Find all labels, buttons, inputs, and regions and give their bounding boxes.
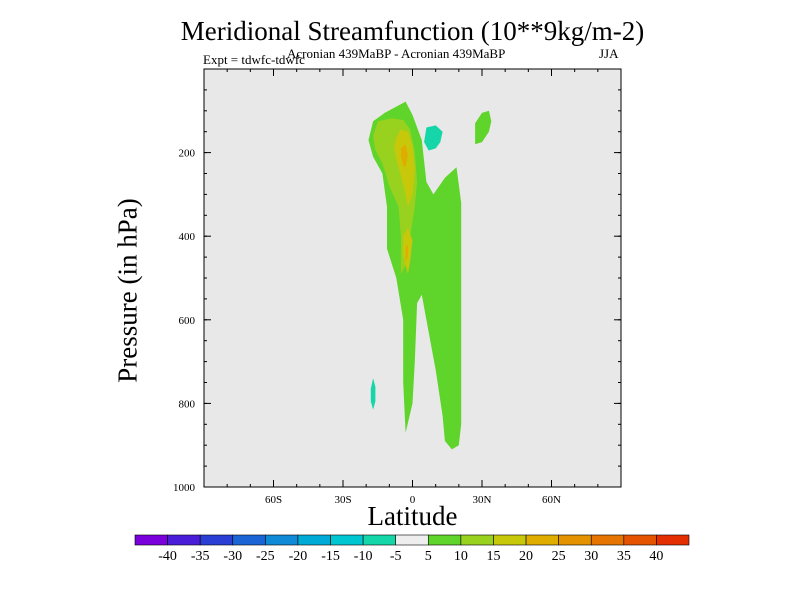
colorbar-label: 25 bbox=[552, 549, 566, 564]
colorbar-swatch bbox=[558, 534, 592, 546]
season-label: JJA bbox=[599, 46, 619, 61]
colorbar-swatch bbox=[232, 534, 266, 546]
colorbar: -40 -35 -30 -25 -20 -15 -10 -5 5 10 15 20 25 30 35 40 bbox=[134, 534, 690, 564]
contour-region-7 bbox=[424, 125, 443, 151]
colorbar-swatch bbox=[362, 534, 397, 546]
colorbar-label: 20 bbox=[519, 549, 533, 564]
colorbar-label: -15 bbox=[321, 549, 340, 564]
colorbar-swatch bbox=[167, 534, 201, 546]
x-axis-label: Latitude bbox=[367, 501, 458, 531]
colorbar-swatch bbox=[427, 534, 462, 546]
colorbar-swatch bbox=[656, 534, 690, 546]
colorbar-label: 30 bbox=[584, 549, 598, 564]
colorbar-swatch bbox=[590, 534, 625, 546]
colorbar-label: -20 bbox=[289, 549, 308, 564]
colorbar-swatch bbox=[525, 534, 559, 546]
y-tick-label: 1000 bbox=[173, 482, 196, 494]
x-tick-label: 30N bbox=[473, 494, 492, 506]
contour-region-5 bbox=[400, 144, 408, 168]
contour-regions bbox=[368, 101, 492, 450]
colorbar-swatch bbox=[493, 534, 527, 546]
colorbar-label: -30 bbox=[223, 549, 242, 564]
y-tick-label: 800 bbox=[179, 398, 196, 410]
colorbar-swatch bbox=[199, 534, 234, 546]
colorbar-label: 35 bbox=[617, 549, 631, 564]
colorbar-label: 40 bbox=[649, 549, 663, 564]
axis-ticks: 60S 30S 0 30N 60N 200 400 600 800 1000 bbox=[173, 69, 621, 506]
colorbar-swatch bbox=[134, 534, 168, 546]
expt-label: Expt = tdwfc-tdwfc bbox=[203, 52, 305, 67]
chart-title: Meridional Streamfunction (10**9kg/m-2) bbox=[180, 16, 645, 46]
contour-region-9 bbox=[370, 378, 376, 410]
colorbar-label: 5 bbox=[425, 549, 432, 564]
colorbar-label: -35 bbox=[191, 549, 210, 564]
x-tick-label: 60N bbox=[542, 494, 561, 506]
colorbar-label: -5 bbox=[390, 549, 402, 564]
chart-subtitle: Acronian 439MaBP - Acronian 439MaBP bbox=[287, 46, 506, 61]
colorbar-swatch bbox=[623, 534, 657, 546]
colorbar-swatch bbox=[265, 534, 299, 546]
colorbar-label: -40 bbox=[158, 549, 177, 564]
colorbar-swatch bbox=[395, 534, 429, 546]
colorbar-swatch bbox=[330, 534, 364, 546]
y-tick-label: 400 bbox=[179, 231, 196, 243]
colorbar-swatch bbox=[460, 534, 494, 546]
colorbar-label: -25 bbox=[256, 549, 275, 564]
y-tick-label: 600 bbox=[179, 315, 196, 327]
contour-region-8 bbox=[475, 110, 492, 145]
colorbar-label: -10 bbox=[354, 549, 373, 564]
x-tick-label: 60S bbox=[265, 494, 282, 506]
y-tick-label: 200 bbox=[179, 148, 196, 160]
colorbar-swatch bbox=[297, 534, 331, 546]
colorbar-label: 15 bbox=[486, 549, 500, 564]
colorbar-label: 10 bbox=[454, 549, 468, 564]
x-tick-label: 30S bbox=[334, 494, 351, 506]
x-tick-label: 0 bbox=[410, 494, 416, 506]
contour-region-6 bbox=[405, 244, 408, 262]
contour-region-3 bbox=[394, 129, 415, 207]
